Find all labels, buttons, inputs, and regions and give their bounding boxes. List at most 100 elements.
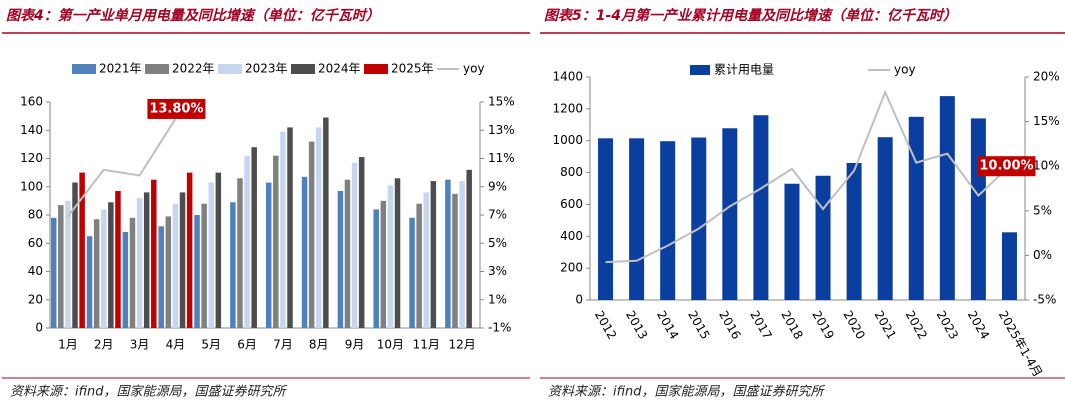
bar bbox=[108, 202, 114, 328]
value-label: 10.00% bbox=[979, 159, 1033, 174]
bar bbox=[351, 162, 358, 328]
value-label: 13.80% bbox=[149, 101, 203, 116]
bar bbox=[815, 175, 831, 300]
legend-label: 2021年 bbox=[99, 62, 142, 76]
x-tick-label: 2023 bbox=[934, 308, 961, 341]
bar bbox=[722, 128, 738, 300]
bar bbox=[237, 178, 243, 328]
bar bbox=[846, 163, 862, 300]
x-tick-label: 2020 bbox=[840, 308, 867, 341]
y2-tick-label: 15% bbox=[1033, 114, 1060, 128]
bar bbox=[158, 226, 164, 328]
x-tick-label: 3月 bbox=[130, 338, 150, 352]
bar bbox=[784, 183, 800, 300]
line bbox=[605, 89, 1011, 264]
x-tick-label: 8月 bbox=[309, 338, 329, 352]
y-tick-label: 400 bbox=[560, 229, 583, 243]
y-tick-label: 600 bbox=[560, 197, 583, 211]
x-tick-label: 7月 bbox=[273, 338, 293, 352]
x-tick-label: 2024 bbox=[965, 308, 992, 341]
bar bbox=[452, 193, 458, 328]
legend-label: 2023年 bbox=[245, 62, 288, 76]
bar bbox=[459, 181, 465, 328]
x-tick-label: 5月 bbox=[201, 338, 221, 352]
y2-tick-label: 3% bbox=[488, 264, 507, 278]
bar bbox=[65, 200, 71, 328]
x-tick-label: 2016 bbox=[716, 308, 743, 341]
y-tick-label: 60 bbox=[28, 236, 43, 250]
bar bbox=[58, 205, 64, 328]
y2-tick-label: -5% bbox=[1033, 293, 1056, 307]
bar bbox=[316, 127, 322, 328]
x-tick-label: 12月 bbox=[448, 338, 475, 352]
bar bbox=[208, 182, 214, 328]
x-tick-label: 11月 bbox=[413, 338, 440, 352]
bar bbox=[416, 203, 422, 328]
bar bbox=[251, 147, 257, 328]
bar bbox=[86, 236, 93, 328]
y2-tick-label: 5% bbox=[1033, 203, 1052, 217]
legend-label: 2025年 bbox=[391, 62, 434, 76]
y-tick-label: 140 bbox=[20, 123, 43, 137]
y-tick-label: 1000 bbox=[552, 133, 583, 147]
source: 资料来源：ifind，国家能源局，国盛证券研究所 bbox=[548, 384, 826, 400]
y-tick-label: 1400 bbox=[552, 70, 583, 84]
legend-swatch bbox=[145, 64, 169, 74]
bar bbox=[172, 203, 179, 328]
x-tick-label: 2012 bbox=[592, 308, 619, 341]
y-tick-label: 200 bbox=[560, 261, 583, 275]
bar bbox=[691, 137, 707, 300]
x-tick-label: 2014 bbox=[654, 308, 681, 341]
legend-swatch bbox=[218, 64, 242, 74]
bar bbox=[308, 141, 315, 328]
bar bbox=[394, 178, 401, 328]
bar bbox=[877, 137, 893, 300]
y2-tick-label: 13% bbox=[488, 123, 515, 137]
x-tick-label: 2019 bbox=[809, 308, 836, 341]
bar bbox=[265, 182, 272, 328]
y2-tick-label: -1% bbox=[488, 321, 511, 335]
x-tick-label: 1月 bbox=[58, 338, 78, 352]
bar bbox=[373, 209, 379, 328]
legend-swatch bbox=[690, 65, 710, 75]
bar bbox=[445, 179, 451, 328]
bar bbox=[423, 192, 429, 328]
x-tick-label: 10月 bbox=[377, 338, 404, 352]
bar bbox=[1001, 232, 1017, 300]
bar bbox=[151, 179, 157, 328]
x-tick-label: 2015 bbox=[685, 308, 712, 341]
y2-tick-label: 10% bbox=[1033, 159, 1060, 173]
chart-title: 图表5：1-4月第一产业累计用电量及同比增速（单位：亿千瓦时） bbox=[544, 7, 957, 24]
bar bbox=[287, 127, 293, 328]
y2-tick-label: 1% bbox=[488, 292, 507, 306]
bar bbox=[387, 185, 394, 328]
bar bbox=[970, 118, 986, 301]
legend-label: yoy bbox=[894, 63, 916, 77]
x-tick-label: 6月 bbox=[237, 338, 257, 352]
bar bbox=[194, 215, 200, 328]
x-tick-label: 2018 bbox=[778, 308, 805, 341]
bar bbox=[908, 116, 924, 300]
bar bbox=[323, 117, 329, 328]
y2-tick-label: 0% bbox=[1033, 248, 1052, 262]
y-tick-label: 0 bbox=[575, 293, 583, 307]
legend-swatch bbox=[364, 64, 388, 74]
bar bbox=[598, 138, 614, 300]
bar bbox=[753, 115, 769, 300]
bar bbox=[136, 198, 143, 328]
legend-label: 2022年 bbox=[172, 62, 215, 76]
bar bbox=[122, 231, 129, 328]
chart-title: 图表4：第一产业单月用电量及同比增速（单位：亿千瓦时） bbox=[6, 7, 380, 24]
y2-tick-label: 9% bbox=[488, 179, 507, 193]
bar bbox=[358, 157, 365, 328]
x-tick-label: 2017 bbox=[747, 308, 774, 341]
bar bbox=[143, 192, 150, 328]
source: 资料来源：ifind，国家能源局，国盛证券研究所 bbox=[10, 384, 288, 400]
legend-label: 累计用电量 bbox=[714, 63, 774, 77]
bar bbox=[50, 217, 57, 328]
bar bbox=[660, 141, 676, 300]
bar bbox=[939, 96, 955, 300]
bar bbox=[179, 192, 186, 328]
y-tick-label: 1200 bbox=[552, 101, 583, 115]
